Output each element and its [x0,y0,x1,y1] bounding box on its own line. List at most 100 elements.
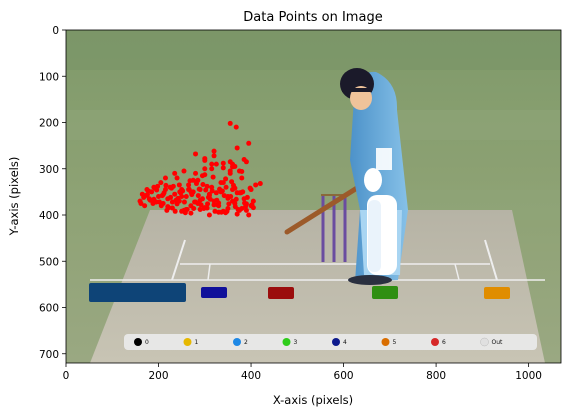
scatter-point [239,175,245,181]
scatter-point [172,208,178,214]
scatter-point [202,172,208,178]
scatter-point [223,184,229,190]
scatter-point [162,175,168,181]
scatter-point [165,204,171,210]
x-axis: 0 200 400 600 800 1000 [63,363,542,382]
scatter-point [179,208,185,214]
scatter-point [176,182,182,188]
x-tick-label: 400 [241,370,261,382]
scatter-point [211,148,217,154]
x-tick-label: 800 [426,370,446,382]
scatter-point [172,170,178,176]
scatter-point [181,168,187,174]
scatter-point [229,179,235,185]
scatter-point [170,183,176,189]
scatter-point [174,175,180,181]
scatter-point [202,156,208,162]
scatter-point [234,190,240,196]
scatter-point [227,159,233,165]
scatter-point [226,201,232,207]
plot-frame [65,29,562,364]
scatter-point [213,190,219,196]
scatter-point [220,160,226,166]
scatter-point [190,177,196,183]
scatter-point [172,191,178,197]
image-legend-label: 3 [294,339,298,346]
image-scoring-legend: 0 1 2 3 4 5 6 Out [134,337,503,347]
scatter-point [193,199,199,205]
chart-title: Data Points on Image [243,10,382,25]
scatter-point [221,193,227,199]
scatter-point [253,182,259,188]
scatter-point [243,201,249,207]
y-tick-label: 100 [39,71,59,83]
scatter-point [213,161,219,167]
scatter-point [151,196,157,202]
scatter-point [209,166,215,172]
scatter-point [209,184,215,190]
y-tick-label: 400 [39,210,59,222]
image-legend-swatch [282,338,291,346]
scatter-point [232,185,238,191]
scatter-point [179,194,185,199]
scatter-point [168,194,174,200]
scatter-point [175,195,181,201]
image-legend-swatch [431,338,439,346]
image-legend-swatch [381,338,390,346]
y-axis: 0 100 200 300 400 500 600 700 [39,25,66,361]
scatter-point [243,207,249,213]
scatter-point [202,166,208,172]
scatter-point [234,145,240,151]
scatter-point [144,192,150,198]
scatter-point [181,199,187,205]
scatter-point [156,199,162,205]
scatter-point [206,212,212,218]
x-tick-label: 0 [63,370,70,382]
scatter-point [197,206,203,212]
x-axis-label: X-axis (pixels) [273,393,353,407]
y-tick-label: 600 [39,303,59,315]
scatter-point [218,180,224,186]
image-legend-swatch [332,338,340,346]
x-tick-label: 200 [148,370,168,382]
x-tick-label: 600 [334,370,354,382]
scatter-point [196,186,202,192]
scatter-point [244,194,250,200]
image-legend-label: 5 [393,339,397,346]
y-tick-label: 300 [39,164,59,176]
y-axis-label: Y-axis (pixels) [7,157,21,237]
scatter-point [225,206,231,212]
scatter-point [158,180,164,186]
scatter-point [239,206,245,212]
scatter-point [233,124,239,130]
scatter-point [163,182,169,188]
y-tick-label: 700 [39,349,59,361]
scatter-point [193,151,199,157]
scatter-point [210,174,216,180]
y-tick-label: 200 [39,118,59,130]
scatter-point [234,211,240,217]
scatter-point [206,193,212,199]
scatter-point [177,189,183,195]
scatter-point [142,203,148,209]
scatter-point [217,186,223,192]
scatter-point [202,205,208,211]
scatter-point [246,212,252,218]
scatter-point [257,181,263,187]
scatter-point [191,206,197,212]
image-legend-label: 2 [244,339,248,346]
image-legend-label: 1 [195,339,199,346]
scatter-point [223,176,229,182]
scatter-point [241,157,247,162]
scatter-point [232,204,238,210]
image-legend-swatch [480,337,489,347]
scatter-point [211,202,217,208]
image-legend-swatch [134,338,142,346]
image-legend-label: 4 [343,339,347,346]
scatter-point [160,192,166,198]
y-tick-label: 0 [52,25,59,37]
scatter-point [233,196,239,202]
scatter-point [248,203,254,209]
image-legend-label: 6 [442,339,446,346]
scatter-point [169,199,175,205]
